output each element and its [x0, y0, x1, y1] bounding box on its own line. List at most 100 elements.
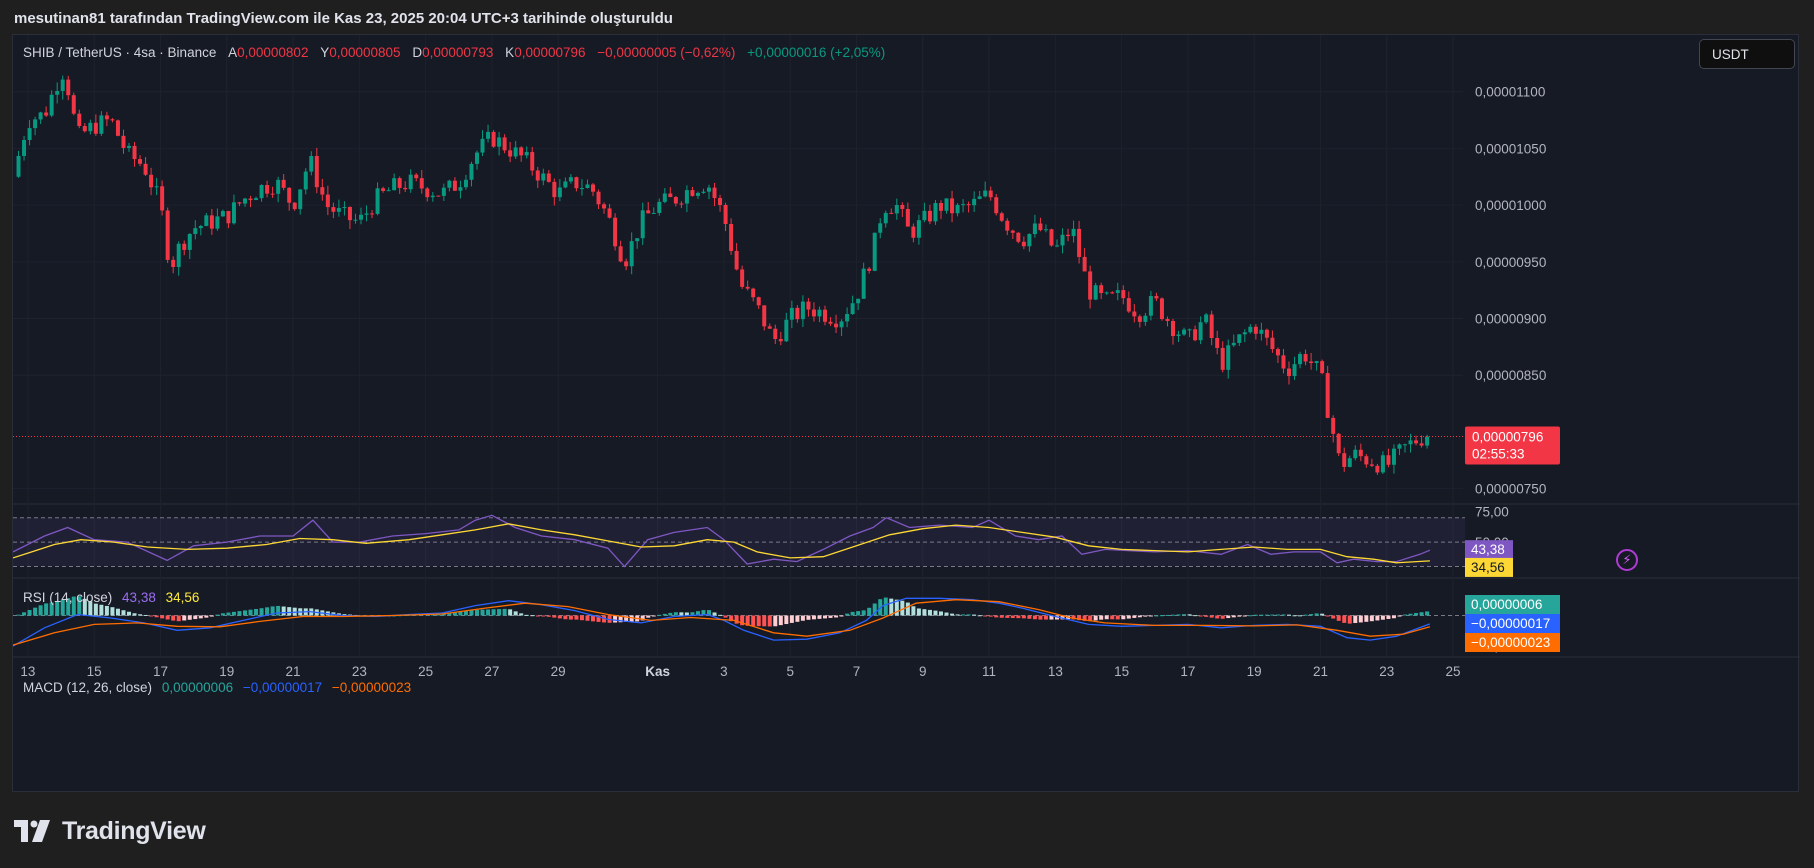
macd-hist-bar: [1320, 613, 1325, 616]
macd-hist-label: 0,00000006: [1471, 597, 1542, 612]
candle: [33, 119, 38, 129]
candle: [220, 211, 225, 217]
candle: [657, 201, 662, 213]
macd-hist-bar: [198, 615, 203, 619]
macd-hist-bar: [486, 609, 491, 616]
candle: [198, 225, 203, 229]
macd-hist-bar: [955, 614, 960, 616]
macd-hist-bar: [541, 615, 546, 617]
macd-hist-bar: [1060, 615, 1065, 620]
currency-button[interactable]: USDT: [1699, 39, 1795, 69]
macd-hist-bar: [839, 615, 844, 617]
rsi-name[interactable]: RSI (14, close): [23, 590, 113, 605]
macd-name[interactable]: MACD (12, 26, close): [23, 680, 153, 695]
candle: [1038, 223, 1043, 231]
tradingview-brand[interactable]: TradingView: [14, 814, 206, 848]
time-tick-label: 27: [484, 664, 499, 679]
open-value: 0,00000802: [237, 45, 309, 60]
macd-hist-bar: [1237, 615, 1242, 617]
candles: [16, 75, 1430, 475]
candle: [894, 205, 899, 214]
candle: [883, 212, 888, 224]
macd-hist-bar: [950, 613, 955, 616]
macd-hist-bar: [342, 614, 347, 616]
macd-hist-bar: [1270, 614, 1275, 616]
rsi-ma-box: [1465, 557, 1513, 577]
macd-hist-bar: [718, 614, 723, 616]
candle: [320, 187, 325, 195]
candle: [579, 188, 584, 190]
candle: [1303, 354, 1308, 362]
candle: [591, 184, 595, 192]
macd-hist-bar: [1386, 615, 1391, 619]
candle: [867, 268, 872, 271]
macd-hist-bar: [1071, 615, 1076, 620]
candle: [1143, 315, 1148, 322]
candle: [740, 269, 745, 287]
brand-name: TradingView: [62, 816, 206, 845]
candle: [1159, 298, 1164, 320]
candle: [1259, 329, 1264, 334]
candle: [204, 215, 209, 226]
macd-hist-bar: [193, 615, 198, 620]
macd-line: [13, 597, 1431, 647]
candle: [607, 208, 612, 218]
candle: [475, 152, 479, 164]
candle: [723, 205, 728, 224]
macd-hist-box: [1465, 595, 1560, 614]
macd-hist-bar: [911, 606, 916, 616]
macd-hist-bar: [1364, 615, 1369, 622]
macd-hist-bar: [624, 615, 629, 622]
macd-hist-bar: [1369, 615, 1374, 622]
macd-hist-bar: [1021, 615, 1026, 619]
candle: [215, 216, 220, 229]
macd-hist-bar: [231, 611, 236, 616]
macd-hist-bar: [800, 615, 805, 621]
macd-hist-bar: [1176, 614, 1181, 616]
candle: [1148, 295, 1153, 316]
macd-hist-bar: [1380, 615, 1385, 620]
macd-signal-line: [13, 599, 1431, 646]
macd-hist-bar: [944, 612, 949, 616]
rsi-value: 43,38: [122, 590, 156, 605]
candle: [82, 126, 87, 132]
macd-hist-bar: [1182, 614, 1187, 616]
candle: [425, 188, 430, 198]
macd-hist-bar: [88, 601, 93, 616]
candle: [1264, 329, 1269, 338]
candle: [480, 138, 485, 153]
candle: [1314, 361, 1319, 364]
candle: [834, 323, 839, 328]
symbol-name[interactable]: SHIB / TetherUS · 4sa · Binance: [23, 45, 217, 60]
candle: [1320, 361, 1325, 374]
macd-hist-bar: [281, 606, 286, 616]
change-value: −0,00000005 (−0,62%): [597, 45, 736, 60]
macd-hist-bar: [861, 610, 866, 616]
candle: [436, 195, 441, 197]
chart-canvas[interactable]: 0,00001100 0,00001050 0,00001000 0,00000950…: [13, 35, 1800, 793]
macd-hist-bar: [872, 603, 877, 616]
macd-hist-bar: [16, 614, 21, 616]
macd-hist-bar: [1032, 615, 1037, 620]
lightning-icon[interactable]: ⚡: [1616, 549, 1638, 571]
candle: [1126, 298, 1131, 312]
macd-hist-bar: [916, 608, 921, 616]
time-tick-label: 17: [1180, 664, 1195, 679]
candle: [651, 212, 656, 214]
macd-hist-bar: [1126, 615, 1131, 619]
macd-hist-bar: [1082, 615, 1087, 621]
macd-hist-bar: [115, 608, 120, 616]
macd-hist-bar: [695, 611, 700, 616]
candle: [408, 174, 413, 190]
macd-hist-bar: [458, 611, 463, 616]
candle: [1425, 436, 1430, 446]
candle: [171, 259, 176, 268]
candle: [690, 190, 695, 196]
candle: [734, 250, 739, 270]
chart-frame[interactable]: 0,00001100 0,00001050 0,00001000 0,00000950…: [12, 34, 1800, 793]
macd-hist-bar: [475, 609, 479, 616]
macd-hist-bar: [77, 596, 82, 616]
candle: [552, 181, 557, 198]
candle: [1342, 453, 1347, 467]
time-tick-label: 15: [1114, 664, 1129, 679]
